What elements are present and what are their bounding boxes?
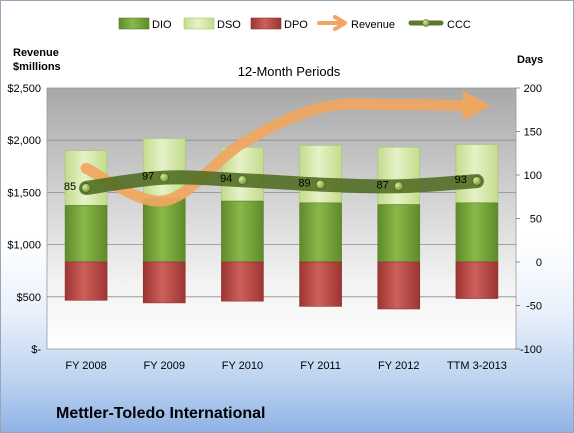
left-axis-title-line2: $millions <box>13 61 61 73</box>
x-tick-label: FY 2009 <box>144 360 185 372</box>
bar-dso <box>299 145 342 204</box>
legend-swatch-dio <box>118 17 150 30</box>
bar-dio <box>377 204 421 263</box>
bar-dio <box>64 205 108 263</box>
chart-subtitle: 12-Month Periods <box>238 64 341 79</box>
bar-dio <box>221 200 264 263</box>
company-name: Mettler-Toledo International <box>56 405 266 422</box>
ccc-data-label: 97 <box>142 171 154 183</box>
bar-dso <box>377 146 421 205</box>
ccc-series: 85 97 94 89 87 93 <box>64 170 484 196</box>
bar-dpo <box>64 261 108 301</box>
ccc-marker <box>81 183 91 193</box>
right-tick-label: 0 <box>536 257 542 269</box>
bar-dso <box>142 138 186 199</box>
legend-label-dso: DSO <box>217 19 241 31</box>
legend-swatch-dso <box>183 17 215 30</box>
ccc-data-label: 89 <box>298 178 310 190</box>
revenue-arrowhead <box>462 90 491 121</box>
bar-dpo <box>142 261 186 304</box>
bar-dso <box>455 144 499 204</box>
left-tick-label: $2,500 <box>7 83 41 95</box>
revenue-line <box>80 98 475 207</box>
left-tick-label: $2,000 <box>7 135 41 147</box>
legend-swatch-revenue <box>317 15 347 31</box>
right-tick-label: 50 <box>530 214 542 226</box>
legend-label-revenue: Revenue <box>351 19 395 31</box>
x-tick-label: FY 2012 <box>378 360 419 372</box>
x-tick-label: FY 2011 <box>300 360 341 372</box>
ccc-data-label: 94 <box>220 173 232 185</box>
left-tick-label: $500 <box>17 292 41 304</box>
x-axis-ticks: FY 2008 FY 2009 FY 2010 FY 2011 FY 2012 TTM 3… <box>65 360 506 372</box>
ccc-marker <box>159 172 170 183</box>
bars-group <box>64 138 499 310</box>
left-axis-ticks: $- $500 $1,000 $1,500 $2,000 $2,500 <box>7 83 41 356</box>
revenue-series <box>80 90 491 207</box>
left-tick-label: $1,000 <box>7 240 41 252</box>
x-tick-label: TTM 3-2013 <box>447 360 507 372</box>
ccc-data-label: 85 <box>64 181 76 193</box>
ccc-line <box>79 170 484 196</box>
right-tick-label: 100 <box>524 170 542 182</box>
legend-label-dpo: DPO <box>284 19 308 31</box>
x-tick-label: FY 2010 <box>222 360 263 372</box>
plot-area <box>46 87 517 350</box>
bar-dpo <box>377 261 421 310</box>
bar-dpo <box>221 261 264 302</box>
legend: DIO DSO DPO Revenue CCC <box>118 15 471 31</box>
x-tick-label: FY 2008 <box>65 360 106 372</box>
left-tick-label: $- <box>31 344 41 356</box>
right-tick-label: 200 <box>524 83 542 95</box>
ccc-data-label: 93 <box>455 174 467 186</box>
ccc-marker <box>393 181 404 192</box>
ccc-marker <box>237 175 248 186</box>
left-axis-title-line1: Revenue <box>13 47 59 59</box>
bar-dio <box>455 202 499 263</box>
left-tick-label: $1,500 <box>7 187 41 199</box>
legend-swatch-dpo <box>250 17 282 30</box>
right-tick-label: -50 <box>526 301 542 313</box>
bar-dpo <box>455 261 499 299</box>
right-axis-title: Days <box>517 54 543 66</box>
right-tick-label: 150 <box>524 127 542 139</box>
bar-dpo <box>299 261 342 307</box>
right-tick-label: -100 <box>520 344 542 356</box>
right-axis-ticks: -100 -50 0 50 100 150 200 <box>516 83 542 356</box>
legend-label-dio: DIO <box>152 19 172 31</box>
legend-swatch-ccc-marker <box>422 19 430 27</box>
ccc-marker <box>472 176 482 186</box>
bar-dio <box>299 202 342 263</box>
legend-label-ccc: CCC <box>447 19 471 31</box>
ccc-data-label: 87 <box>377 179 389 191</box>
bar-dio <box>142 198 186 263</box>
ccc-marker <box>315 179 326 190</box>
